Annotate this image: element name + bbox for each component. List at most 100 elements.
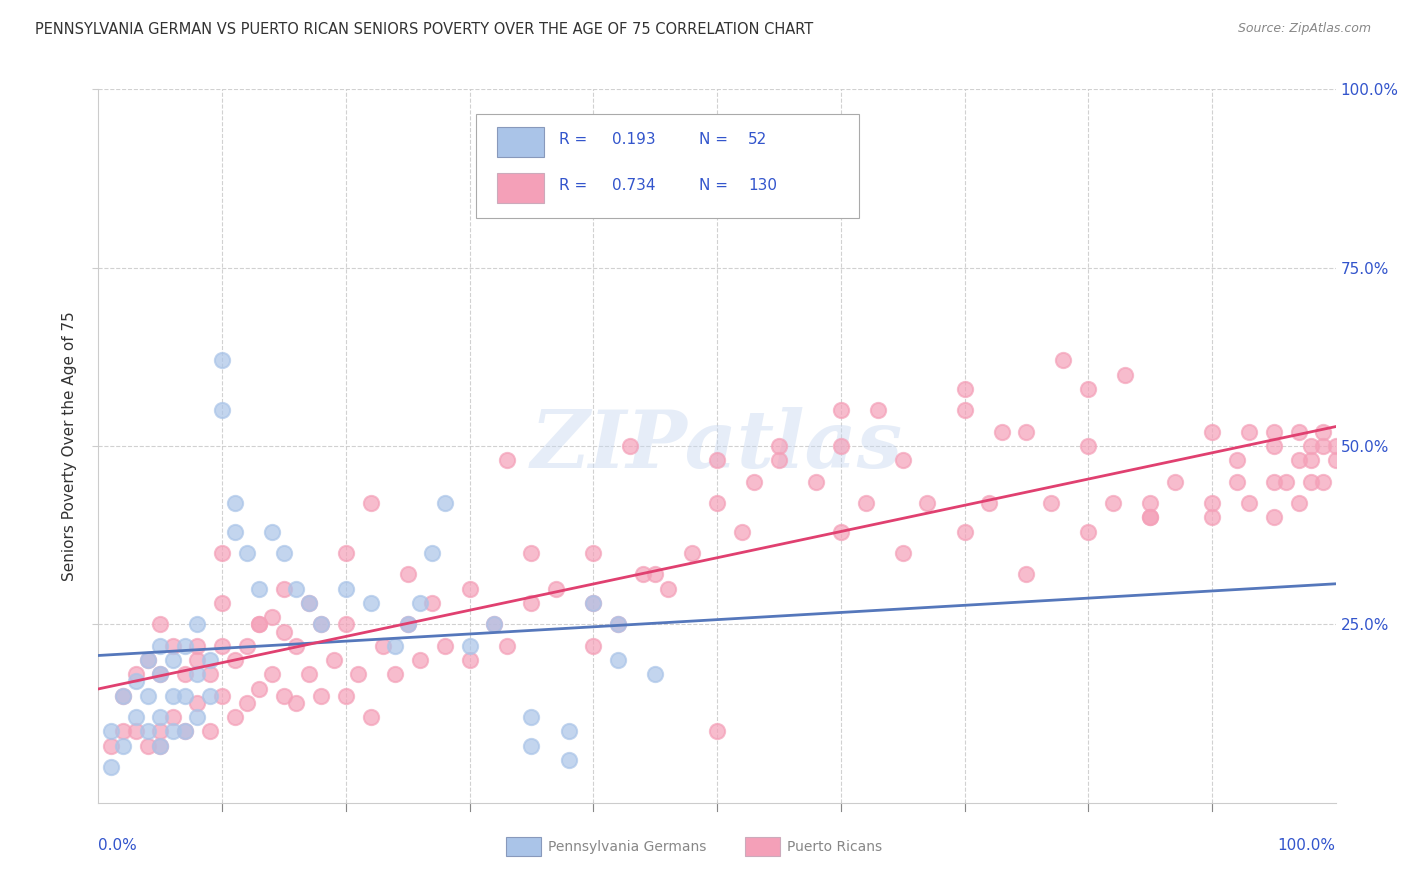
FancyBboxPatch shape [496,173,544,203]
Point [149,617,172,632]
Point [644,667,666,681]
Point [186,696,208,710]
Point [273,582,295,596]
Point [607,617,630,632]
Point [224,710,246,724]
Point [409,596,432,610]
Point [1312,475,1334,489]
Point [335,546,357,560]
Point [247,617,270,632]
Point [1201,496,1223,510]
Point [607,653,630,667]
Point [273,624,295,639]
Point [1164,475,1187,489]
Point [1077,382,1099,396]
Point [136,724,159,739]
Point [607,617,630,632]
Point [1237,425,1260,439]
Text: PENNSYLVANIA GERMAN VS PUERTO RICAN SENIORS POVERTY OVER THE AGE OF 75 CORRELATI: PENNSYLVANIA GERMAN VS PUERTO RICAN SENI… [35,22,814,37]
Point [644,567,666,582]
Point [112,689,135,703]
Point [1077,439,1099,453]
Point [384,667,406,681]
Point [520,546,543,560]
Point [360,596,382,610]
Point [742,475,765,489]
Point [495,453,517,467]
Point [1237,496,1260,510]
Point [162,689,184,703]
Point [979,496,1001,510]
Point [186,653,208,667]
Point [335,617,357,632]
Point [384,639,406,653]
Point [557,753,579,767]
Point [804,475,827,489]
Point [211,403,233,417]
Text: 0.193: 0.193 [612,132,655,146]
Point [149,710,172,724]
Point [891,546,914,560]
Point [100,760,122,774]
Point [309,617,332,632]
Point [335,582,357,596]
Point [1312,425,1334,439]
Point [1312,439,1334,453]
Point [582,546,605,560]
Point [112,724,135,739]
Point [1226,453,1249,467]
Point [433,496,456,510]
Point [174,639,197,653]
Point [891,453,914,467]
Point [124,674,146,689]
Point [198,667,221,681]
Point [631,567,654,582]
Point [1201,510,1223,524]
Text: 52: 52 [748,132,768,146]
Point [236,639,259,653]
Point [347,667,370,681]
Point [458,639,481,653]
Point [1102,496,1125,510]
Point [162,710,184,724]
Point [211,639,233,653]
FancyBboxPatch shape [475,114,859,218]
Point [322,653,344,667]
Point [1077,524,1099,539]
Point [1139,510,1161,524]
Point [681,546,703,560]
Point [1015,567,1038,582]
Point [360,496,382,510]
Point [112,689,135,703]
Point [100,739,122,753]
Point [298,667,321,681]
Point [162,653,184,667]
Point [136,689,159,703]
Point [136,739,159,753]
Point [396,617,419,632]
Point [162,639,184,653]
Point [557,724,579,739]
Point [247,617,270,632]
Text: R =: R = [558,178,586,193]
Point [371,639,394,653]
Point [198,724,221,739]
Point [657,582,679,596]
FancyBboxPatch shape [496,127,544,157]
Point [396,617,419,632]
Point [520,710,543,724]
Point [409,653,432,667]
Point [422,596,444,610]
Point [298,596,321,610]
Point [236,696,259,710]
Point [520,596,543,610]
Text: 130: 130 [748,178,778,193]
Point [953,403,976,417]
Point [198,653,221,667]
Point [433,639,456,653]
Point [236,546,259,560]
Point [484,617,506,632]
Point [866,403,889,417]
Point [211,546,233,560]
Point [224,496,246,510]
